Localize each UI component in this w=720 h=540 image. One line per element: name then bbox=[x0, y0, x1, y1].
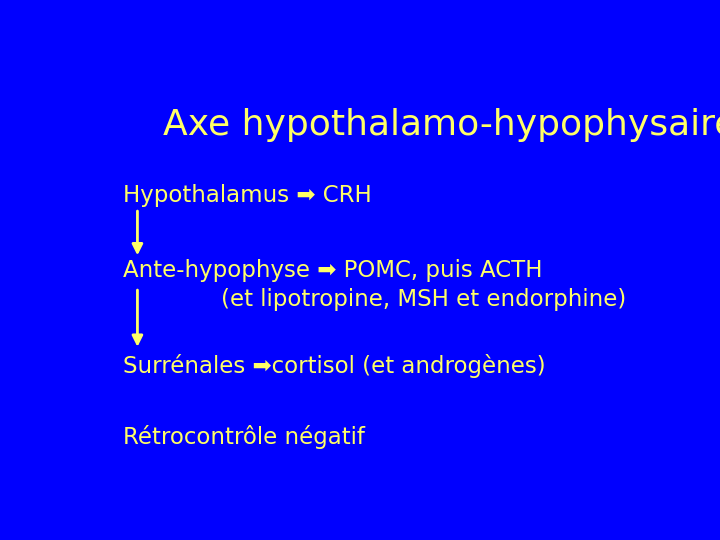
Text: Ante-hypophyse ➡ POMC, puis ACTH: Ante-hypophyse ➡ POMC, puis ACTH bbox=[124, 259, 543, 282]
Text: Hypothalamus ➡ CRH: Hypothalamus ➡ CRH bbox=[124, 184, 372, 207]
Text: Surrénales ➡cortisol (et androgènes): Surrénales ➡cortisol (et androgènes) bbox=[124, 354, 546, 378]
Text: Axe hypothalamo-hypophysaire: Axe hypothalamo-hypophysaire bbox=[163, 108, 720, 142]
Text: Rétrocontrôle négatif: Rétrocontrôle négatif bbox=[124, 425, 365, 449]
Text: (et lipotropine, MSH et endorphine): (et lipotropine, MSH et endorphine) bbox=[221, 288, 626, 311]
